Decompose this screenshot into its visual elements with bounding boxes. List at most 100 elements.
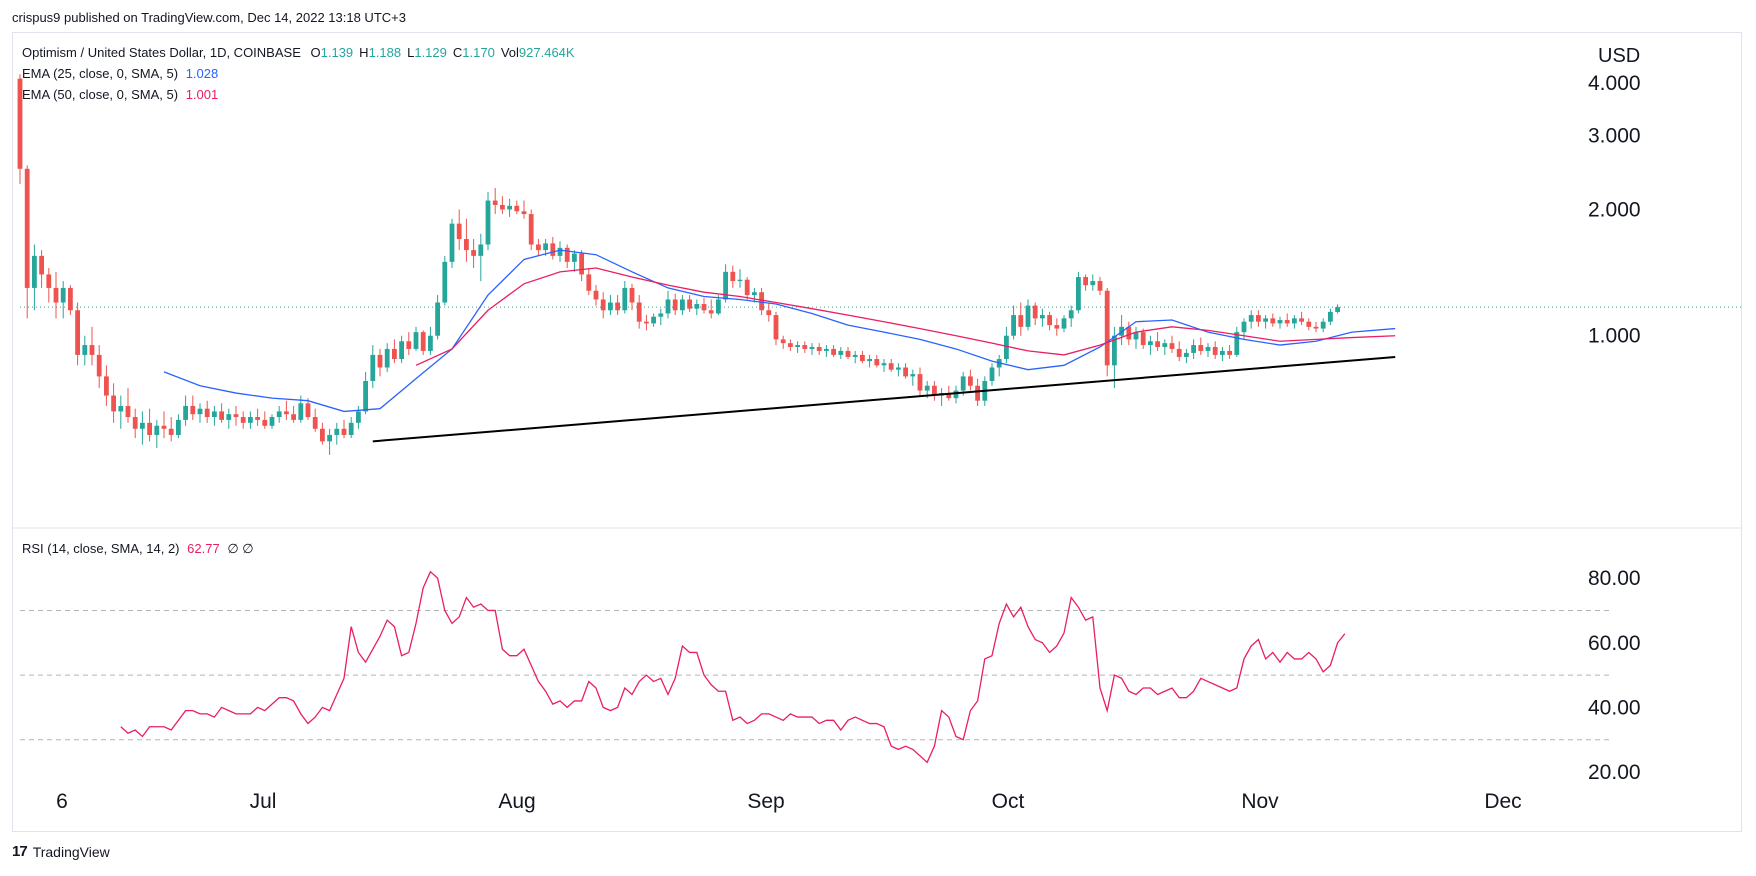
candle[interactable] — [356, 411, 361, 423]
candle[interactable] — [320, 428, 325, 442]
candle[interactable] — [507, 205, 512, 210]
candle[interactable] — [629, 287, 635, 303]
rsi-legend[interactable]: RSI (14, close, SMA, 14, 2) 62.77 ∅ ∅ — [22, 541, 254, 557]
candle[interactable] — [773, 315, 779, 340]
candle[interactable] — [780, 339, 786, 344]
candle[interactable] — [903, 367, 908, 377]
candle[interactable] — [1162, 343, 1168, 347]
candle[interactable] — [1047, 315, 1052, 326]
candle[interactable] — [68, 287, 73, 311]
candle[interactable] — [276, 411, 282, 418]
candle[interactable] — [1176, 348, 1182, 357]
candle[interactable] — [1184, 352, 1189, 357]
candle[interactable] — [975, 385, 980, 401]
candle[interactable] — [1284, 320, 1290, 324]
candle[interactable] — [644, 321, 649, 324]
candle[interactable] — [1018, 315, 1024, 327]
candle[interactable] — [118, 405, 124, 412]
candle[interactable] — [932, 385, 937, 396]
candle[interactable] — [730, 271, 736, 282]
candle[interactable] — [600, 299, 606, 311]
candle[interactable] — [284, 411, 289, 415]
candle[interactable] — [233, 414, 239, 418]
candle[interactable] — [334, 428, 340, 435]
candle[interactable] — [852, 354, 858, 357]
candle[interactable] — [24, 168, 30, 288]
candle[interactable] — [788, 343, 793, 347]
candle[interactable] — [96, 354, 102, 377]
candle[interactable] — [492, 200, 498, 205]
candle[interactable] — [147, 422, 152, 435]
candle[interactable] — [413, 332, 419, 349]
candle[interactable] — [248, 417, 253, 423]
candle[interactable] — [874, 359, 880, 366]
candle[interactable] — [53, 287, 59, 303]
symbol-legend[interactable]: Optimism / United States Dollar, 1D, COI… — [22, 45, 575, 60]
candle[interactable] — [262, 419, 268, 426]
candle[interactable] — [1148, 341, 1153, 346]
candle[interactable] — [442, 261, 448, 303]
candle[interactable] — [197, 408, 203, 415]
candle[interactable] — [896, 367, 901, 370]
candle[interactable] — [651, 316, 656, 324]
candle[interactable] — [543, 243, 548, 251]
candle[interactable] — [140, 422, 145, 429]
candle[interactable] — [1169, 343, 1175, 349]
candle[interactable] — [672, 299, 678, 311]
candle[interactable] — [1004, 335, 1009, 360]
candle[interactable] — [572, 253, 577, 262]
candle[interactable] — [500, 204, 505, 210]
candle[interactable] — [226, 414, 232, 420]
candle[interactable] — [1234, 332, 1240, 355]
candle[interactable] — [1220, 350, 1225, 355]
candle[interactable] — [384, 348, 390, 368]
candle[interactable] — [269, 417, 275, 426]
candle[interactable] — [298, 403, 304, 420]
candle[interactable] — [1040, 315, 1045, 319]
candle[interactable] — [744, 279, 750, 296]
candle[interactable] — [17, 78, 23, 169]
candle[interactable] — [881, 363, 887, 366]
candle[interactable] — [471, 250, 476, 256]
candle[interactable] — [968, 376, 973, 386]
candle[interactable] — [377, 354, 383, 368]
candle[interactable] — [586, 274, 592, 291]
candle[interactable] — [485, 200, 491, 245]
candle[interactable] — [1032, 305, 1038, 319]
candle[interactable] — [1076, 277, 1081, 311]
candle[interactable] — [1320, 321, 1326, 329]
candle[interactable] — [1104, 290, 1110, 366]
candle[interactable] — [312, 417, 318, 429]
candle[interactable] — [1155, 341, 1160, 347]
candle[interactable] — [536, 244, 541, 251]
candle[interactable] — [464, 239, 469, 251]
candle[interactable] — [946, 393, 952, 399]
candle[interactable] — [1198, 345, 1204, 351]
candle[interactable] — [795, 345, 800, 347]
candle[interactable] — [1313, 326, 1319, 329]
candle[interactable] — [1090, 281, 1096, 286]
candle[interactable] — [1025, 305, 1031, 327]
candle[interactable] — [82, 345, 88, 355]
candle[interactable] — [1256, 315, 1261, 322]
candle[interactable] — [888, 363, 894, 370]
candle[interactable] — [240, 417, 246, 423]
candle[interactable] — [845, 350, 851, 357]
candle[interactable] — [622, 287, 628, 311]
candle[interactable] — [1097, 281, 1103, 291]
candle[interactable] — [1299, 318, 1304, 322]
candle[interactable] — [716, 299, 721, 314]
candle[interactable] — [514, 205, 520, 212]
candle[interactable] — [1227, 350, 1232, 355]
candle[interactable] — [1191, 345, 1196, 353]
candle[interactable] — [521, 211, 527, 215]
candle[interactable] — [665, 299, 671, 314]
candle[interactable] — [1306, 321, 1312, 327]
candle[interactable] — [1335, 307, 1340, 313]
candle[interactable] — [327, 434, 332, 442]
candle[interactable] — [766, 310, 772, 316]
candle[interactable] — [1011, 315, 1016, 336]
candle[interactable] — [860, 354, 865, 362]
candle[interactable] — [89, 345, 95, 355]
